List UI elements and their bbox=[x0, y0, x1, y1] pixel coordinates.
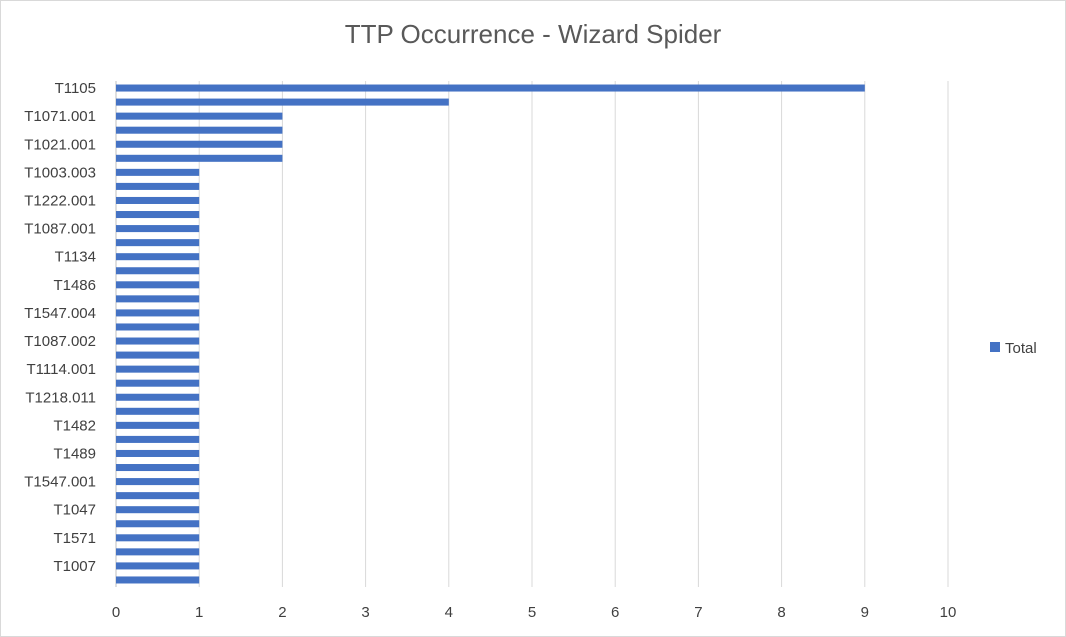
bar bbox=[116, 196, 200, 204]
category-label: T1087.001 bbox=[24, 221, 96, 238]
bar bbox=[116, 449, 200, 457]
bar bbox=[116, 365, 200, 373]
bar bbox=[116, 379, 200, 387]
x-tick-label: 2 bbox=[278, 604, 286, 621]
bar bbox=[116, 281, 200, 289]
bar bbox=[116, 435, 200, 443]
bar bbox=[116, 309, 200, 317]
category-labels: T1105 T1071.001 T1021.001 T1003.003 T1222.00… bbox=[24, 80, 96, 575]
bar bbox=[116, 140, 283, 148]
gridlines bbox=[115, 81, 949, 587]
bar bbox=[116, 506, 200, 514]
bar bbox=[116, 182, 200, 190]
bar bbox=[116, 534, 200, 542]
category-label: T1105 bbox=[55, 80, 96, 97]
bar bbox=[116, 576, 200, 584]
bar bbox=[116, 548, 200, 556]
category-label: T1571 bbox=[53, 530, 96, 547]
bar bbox=[116, 407, 200, 415]
bar bbox=[116, 84, 865, 92]
x-tick-label: 1 bbox=[195, 604, 203, 621]
category-label: T1547.004 bbox=[24, 305, 96, 322]
x-tick-label: 10 bbox=[940, 604, 957, 621]
bar bbox=[116, 464, 200, 472]
bar bbox=[116, 239, 200, 247]
bar bbox=[116, 267, 200, 275]
bars bbox=[116, 84, 865, 584]
bar bbox=[116, 154, 283, 162]
x-tick-label: 9 bbox=[861, 604, 869, 621]
category-label: T1486 bbox=[53, 277, 96, 294]
bar bbox=[116, 421, 200, 429]
bar bbox=[116, 562, 200, 570]
category-label: T1482 bbox=[53, 417, 96, 434]
bar bbox=[116, 112, 283, 120]
category-label: T1489 bbox=[53, 445, 96, 462]
category-label: T1222.001 bbox=[24, 192, 96, 209]
x-tick-label: 6 bbox=[611, 604, 619, 621]
category-label: T1071.001 bbox=[24, 108, 96, 125]
x-tick-label: 4 bbox=[445, 604, 453, 621]
category-label: T1047 bbox=[53, 502, 96, 519]
category-label: T1087.002 bbox=[24, 333, 96, 350]
x-tick-label: 8 bbox=[777, 604, 785, 621]
x-tick-label: 3 bbox=[361, 604, 369, 621]
bar bbox=[116, 520, 200, 528]
legend-swatch bbox=[990, 342, 1000, 352]
bar bbox=[116, 168, 200, 176]
x-tick-labels: 0 1 2 3 4 5 6 7 8 9 10 bbox=[112, 604, 957, 621]
category-label: T1114.001 bbox=[27, 361, 97, 378]
category-label: T1021.001 bbox=[24, 136, 96, 153]
bar bbox=[116, 351, 200, 359]
category-label: T1218.011 bbox=[25, 389, 96, 406]
category-label: T1134 bbox=[55, 249, 96, 266]
x-tick-label: 5 bbox=[528, 604, 536, 621]
x-tick-label: 0 bbox=[112, 604, 120, 621]
bar bbox=[116, 253, 200, 261]
bar bbox=[116, 295, 200, 303]
bar bbox=[116, 211, 200, 219]
bar bbox=[116, 126, 283, 134]
legend-label: Total bbox=[1005, 340, 1037, 357]
category-label: T1007 bbox=[53, 558, 96, 575]
x-tick-label: 7 bbox=[694, 604, 702, 621]
bar bbox=[116, 492, 200, 500]
legend: Total bbox=[990, 340, 1037, 357]
bar bbox=[116, 98, 449, 106]
chart-title: TTP Occurrence - Wizard Spider bbox=[344, 19, 722, 49]
category-label: T1003.003 bbox=[24, 164, 96, 181]
category-label: T1547.001 bbox=[24, 474, 96, 491]
bar bbox=[116, 393, 200, 401]
bar bbox=[116, 323, 200, 331]
bar bbox=[116, 337, 200, 345]
bar bbox=[116, 225, 200, 233]
bar bbox=[116, 478, 200, 486]
